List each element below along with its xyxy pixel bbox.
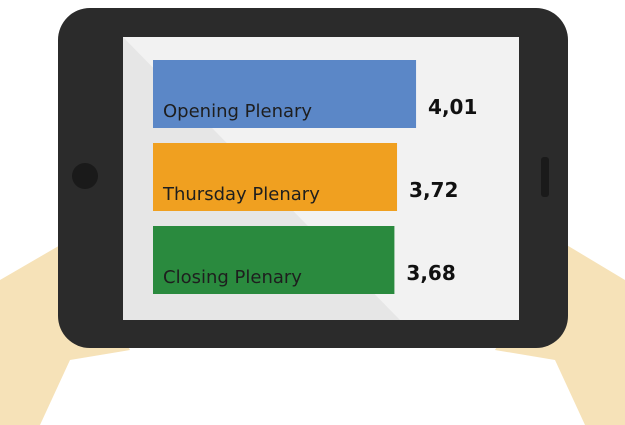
tablet-illustration: Opening Plenary 4,01 Thursday Plenary 3,72 C… [0,0,625,425]
category-label: Closing Plenary [163,267,302,288]
home-button [541,157,549,197]
camera [72,163,98,189]
value-label: 3,72 [409,178,458,202]
value-label: 4,01 [428,95,477,119]
category-label: Opening Plenary [163,101,312,122]
value-label: 3,68 [406,261,455,285]
category-label: Thursday Plenary [162,184,320,205]
